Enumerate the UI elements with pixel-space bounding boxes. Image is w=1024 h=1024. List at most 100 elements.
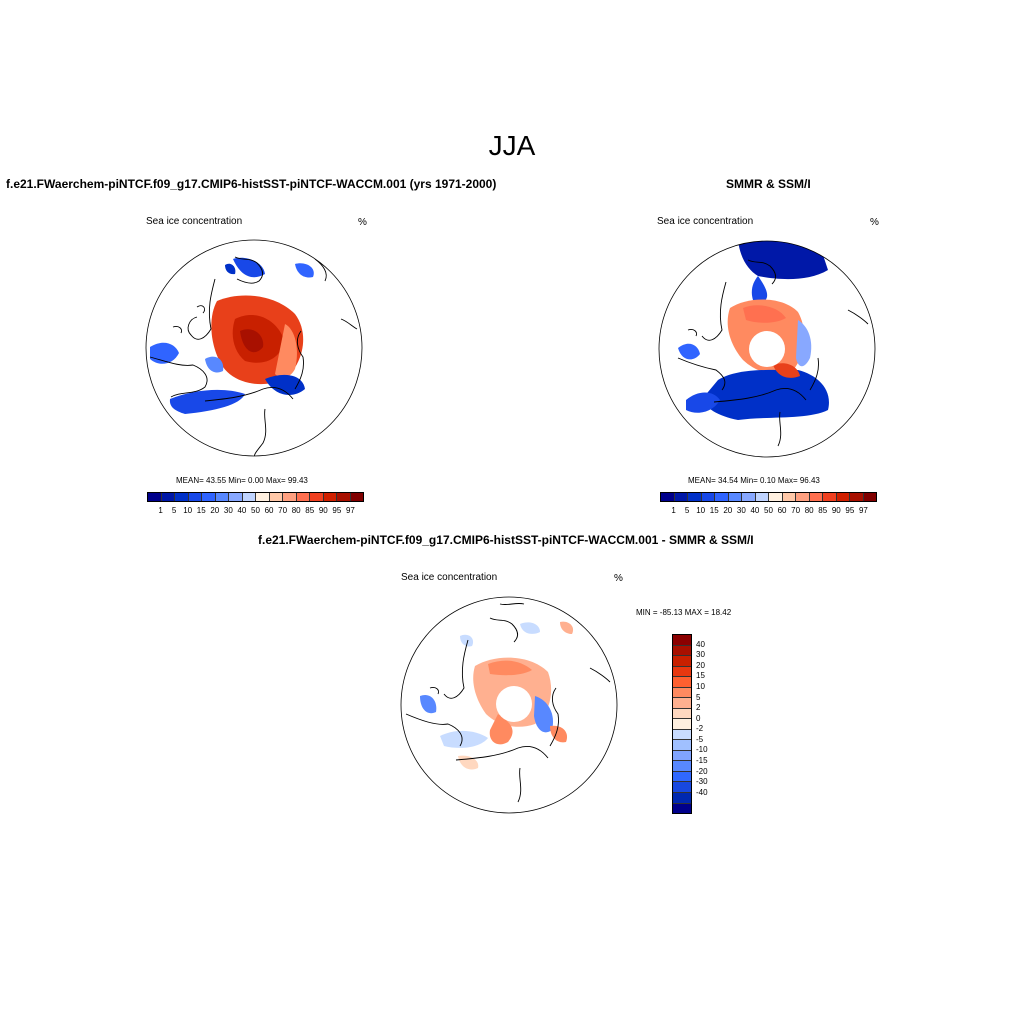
panel3-stats: MIN = -85.13 MAX = 18.42 [636,608,732,617]
colorbar-swatch [728,493,742,501]
colorbar-swatch [850,493,864,501]
colorbar-swatch [673,645,691,657]
colorbar-tick-label: 10 [696,506,706,515]
colorbar-tick-label: 40 [696,639,705,649]
colorbar-swatch [256,493,270,501]
colorbar-tick-label: 85 [305,506,315,515]
colorbar-tick-label: 5 [171,506,177,515]
panel1-variable: Sea ice concentration [146,216,243,227]
colorbar-tick-label: 50 [251,506,260,515]
colorbar-tick-label: 15 [196,506,206,515]
colorbar-swatch [673,740,691,751]
colorbar-swatch [673,719,691,730]
colorbar-swatch [175,493,189,501]
colorbar-swatch [188,493,202,501]
colorbar-tick-label: 97 [858,506,868,515]
colorbar-tick-label: 10 [183,506,193,515]
colorbar-swatch [202,493,216,501]
colorbar-swatch [673,771,691,783]
panel2-variable: Sea ice concentration [657,216,754,227]
colorbar-swatch [755,493,769,501]
colorbar-tick-label: 95 [332,506,342,515]
panel1-polar-map [145,239,363,457]
panel2-title: SMMR & SSM/I [726,177,811,191]
panel3-units: % [614,573,623,584]
colorbar-swatch [742,493,756,501]
colorbar-swatch [673,782,691,793]
colorbar-swatch [796,493,810,501]
colorbar-tick-label: 15 [709,506,719,515]
colorbar-swatch [673,656,691,667]
colorbar-tick-label: 80 [291,506,301,515]
panel3-colorbar [672,634,692,814]
colorbar-tick-label: 10 [696,681,705,691]
colorbar-swatch [148,493,162,501]
colorbar-swatch [269,493,283,501]
colorbar-swatch [161,493,175,501]
colorbar-tick-label: 1 [158,506,163,515]
colorbar-tick-label: -15 [696,756,708,766]
colorbar-tick-label: 50 [764,506,773,515]
colorbar-swatch [836,493,850,501]
colorbar-swatch [782,493,796,501]
colorbar-swatch [673,750,691,762]
colorbar-swatch [673,687,691,699]
colorbar-swatch [673,698,691,709]
colorbar-swatch [673,635,691,646]
panel3-polar-map [400,596,618,814]
colorbar-tick-label: 70 [278,506,288,515]
season-title: JJA [488,130,536,161]
colorbar-swatch [661,493,675,501]
colorbar-tick-label: 90 [831,506,841,515]
colorbar-swatch [215,493,229,501]
colorbar-tick-label: 5 [696,692,701,702]
colorbar-swatch [310,493,324,501]
colorbar-tick-label: -2 [696,724,704,734]
colorbar-swatch [350,493,363,501]
colorbar-tick-label: -5 [696,734,704,744]
colorbar-tick-label: 20 [696,660,705,670]
panel1-stats: MEAN= 43.55 Min= 0.00 Max= 99.43 [176,476,308,485]
colorbar-tick-label: 40 [750,506,760,515]
colorbar-tick-label: 30 [223,506,233,515]
colorbar-swatch [769,493,783,501]
colorbar-swatch [229,493,243,501]
colorbar-tick-label: -30 [696,777,708,787]
colorbar-tick-label: 15 [696,671,705,681]
colorbar-tick-label: 2 [696,703,701,713]
colorbar-tick-label: -40 [696,787,708,797]
colorbar-tick-label: 70 [791,506,801,515]
colorbar-swatch [673,677,691,688]
panel2-colorbar [660,492,877,502]
panel2-polar-map [658,240,876,458]
colorbar-swatch [673,708,691,720]
colorbar-tick-label: 30 [696,650,705,660]
colorbar-tick-label: 30 [736,506,746,515]
panel3-title: f.e21.FWaerchem-piNTCF.f09_g17.CMIP6-his… [258,533,754,547]
colorbar-tick-label: 0 [696,713,701,723]
colorbar-swatch [823,493,837,501]
panel1-units: % [358,217,367,228]
panel2-units: % [870,217,879,228]
colorbar-swatch [673,803,691,814]
colorbar-tick-label: 80 [804,506,814,515]
colorbar-swatch [673,792,691,804]
colorbar-tick-label: 85 [818,506,828,515]
panel3-variable: Sea ice concentration [401,572,498,583]
colorbar-tick-label: 20 [723,506,733,515]
panel2-stats: MEAN= 34.54 Min= 0.10 Max= 96.43 [688,476,820,485]
colorbar-swatch [673,666,691,678]
colorbar-swatch [673,729,691,741]
colorbar-swatch [809,493,823,501]
colorbar-tick-label: 20 [210,506,220,515]
colorbar-tick-label: 1 [671,506,676,515]
colorbar-tick-label: -10 [696,745,708,755]
colorbar-tick-label: -20 [696,766,708,776]
colorbar-swatch [673,761,691,772]
colorbar-tick-label: 5 [684,506,690,515]
colorbar-tick-label: 60 [264,506,274,515]
colorbar-swatch [296,493,310,501]
colorbar-swatch [337,493,351,501]
colorbar-swatch [323,493,337,501]
colorbar-tick-label: 97 [345,506,355,515]
